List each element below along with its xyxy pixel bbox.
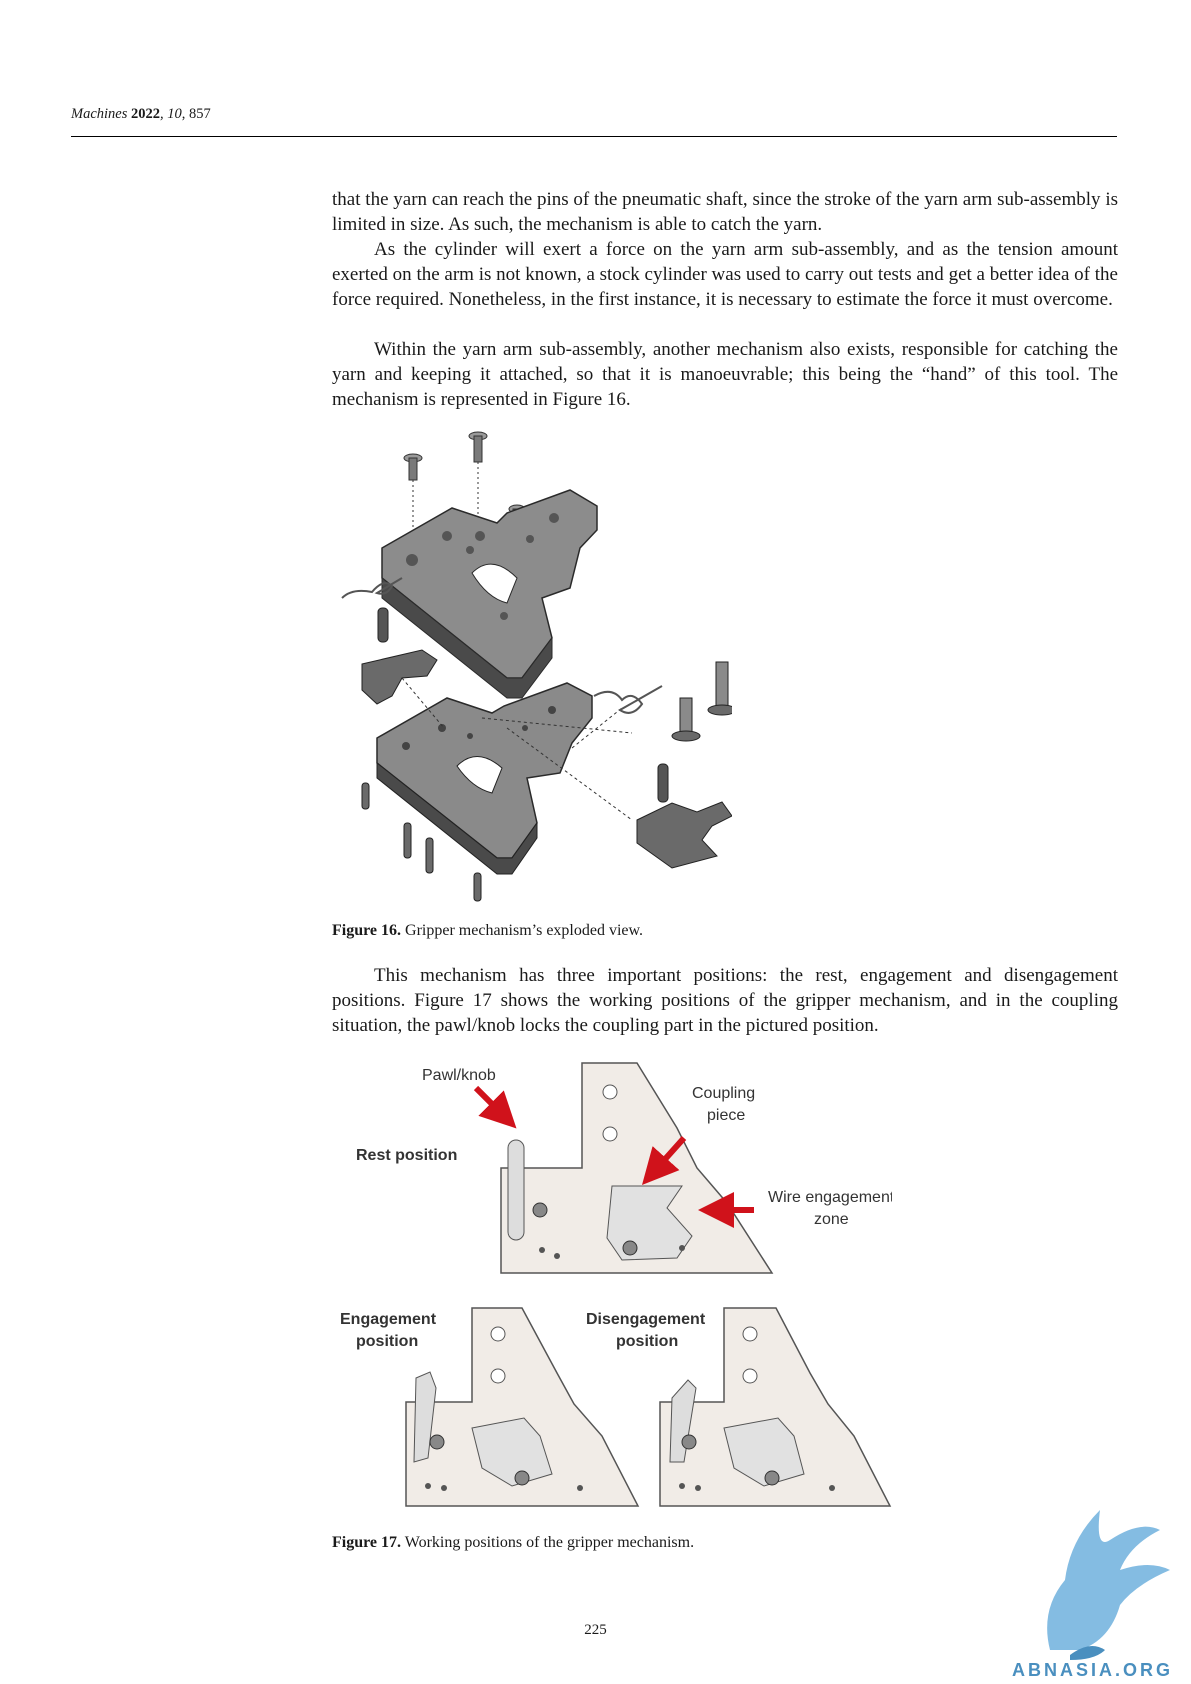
upper-plate	[381, 489, 598, 699]
label-piece: piece	[707, 1107, 745, 1124]
watermark-text: ABNASIA.ORG	[1012, 1660, 1174, 1680]
figure-17-label: Figure 17.	[332, 1534, 402, 1551]
running-header: Machines 2022, 10, 857	[71, 106, 211, 122]
paragraph-1: that the yarn can reach the pins of the …	[332, 189, 1118, 235]
torsion-spring-left	[341, 577, 403, 599]
figure-16-exploded-view	[341, 431, 732, 902]
screw-right-1	[671, 697, 701, 742]
figure-17-caption: Figure 17. Working positions of the grip…	[332, 1534, 694, 1552]
header-rule	[71, 136, 1117, 137]
torsion-spring-right	[593, 685, 663, 714]
label-engagement-position: position	[356, 1333, 418, 1350]
label-wire-engagement: Wire engagement	[768, 1189, 892, 1206]
pawl-part	[361, 649, 438, 705]
pin-left	[377, 607, 389, 643]
screw-top-middle	[468, 431, 488, 528]
paragraph-3: Within the yarn arm sub-assembly, anothe…	[332, 339, 1118, 410]
figure-16-caption-text: Gripper mechanism’s exploded view.	[405, 922, 644, 939]
paragraph-2: As the cylinder will exert a force on th…	[332, 239, 1118, 310]
lower-plate	[376, 682, 593, 875]
figure-16-caption: Figure 16. Gripper mechanism’s exploded …	[332, 922, 643, 940]
pawl-arrow	[473, 1085, 517, 1129]
bottom-pins	[361, 782, 482, 902]
coupling-arrow	[641, 1135, 687, 1185]
label-engagement: Engagement	[340, 1311, 437, 1328]
screw-top-left	[403, 453, 423, 528]
pin-right	[657, 763, 669, 803]
disengagement-position-drawing	[659, 1307, 892, 1507]
label-zone: zone	[814, 1211, 849, 1228]
article-number: 857	[189, 106, 211, 122]
page-number: 225	[584, 1622, 607, 1638]
paragraph-4: This mechanism has three important posit…	[332, 965, 1118, 1036]
screw-right-2	[707, 661, 732, 716]
label-pawl-knob: Pawl/knob	[422, 1067, 496, 1084]
label-disengagement-position: position	[616, 1333, 678, 1350]
figure-16-label: Figure 16.	[332, 922, 402, 939]
label-disengagement: Disengagement	[586, 1311, 706, 1328]
label-coupling: Coupling	[692, 1085, 755, 1102]
figure-17-caption-text: Working positions of the gripper mechani…	[404, 1534, 695, 1551]
engagement-position-drawing	[405, 1307, 640, 1507]
watermark-griffin-logo	[1047, 1510, 1170, 1660]
coupling-part	[636, 801, 732, 869]
label-rest-position: Rest position	[356, 1147, 457, 1164]
assembly-lines	[401, 677, 633, 821]
figure-17-working-positions: Pawl/knob Coupling piece Rest position W…	[340, 1062, 892, 1507]
journal-name: Machines	[71, 106, 128, 122]
journal-year: 2022	[131, 106, 160, 122]
journal-volume: 10	[167, 106, 182, 122]
